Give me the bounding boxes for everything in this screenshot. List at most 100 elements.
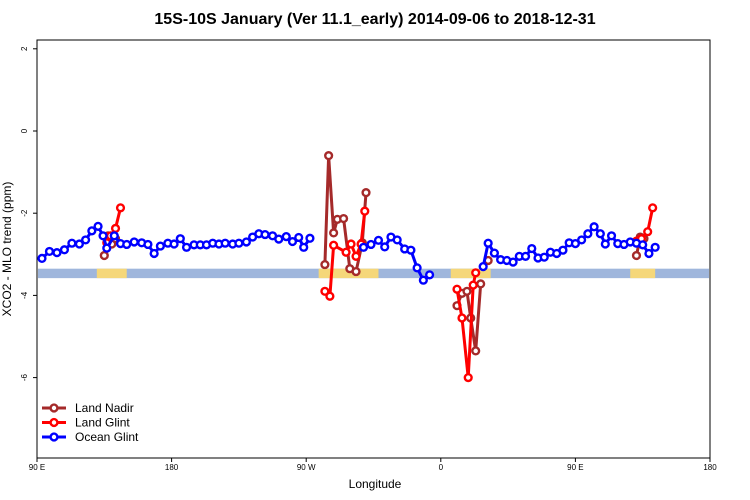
data-point	[341, 247, 351, 257]
data-point	[462, 286, 472, 296]
data-point	[241, 237, 251, 247]
data-point	[52, 248, 62, 258]
data-point	[577, 235, 587, 245]
data-point	[463, 373, 473, 383]
data-point	[110, 223, 121, 234]
data-point	[351, 251, 361, 261]
data-point	[361, 188, 371, 198]
data-point	[155, 241, 165, 251]
land-band-2	[450, 268, 491, 279]
data-point	[392, 235, 402, 245]
data-point	[93, 221, 103, 231]
data-point	[643, 227, 653, 237]
data-point	[471, 346, 481, 356]
data-point	[299, 242, 309, 252]
data-point	[220, 238, 230, 248]
data-point	[476, 279, 486, 289]
x-axis-label: Longitude	[349, 477, 402, 491]
data-point	[468, 280, 478, 290]
data-point	[81, 235, 91, 245]
data-point	[320, 259, 330, 270]
data-point	[98, 231, 108, 241]
land-band-0	[96, 268, 127, 279]
data-point	[234, 238, 244, 248]
data-point	[67, 238, 77, 248]
data-point	[418, 275, 428, 285]
data-point	[527, 243, 537, 254]
data-point	[129, 237, 139, 247]
data-point	[520, 251, 531, 261]
x-tick-label: 0	[439, 463, 444, 472]
legend-label: Land Nadir	[75, 401, 134, 415]
data-point	[325, 291, 335, 301]
data-point	[631, 250, 642, 261]
data-point	[650, 242, 660, 252]
land-ocean-band	[38, 268, 709, 279]
data-point	[59, 245, 70, 255]
data-point	[329, 240, 339, 250]
legend-label: Land Glint	[75, 416, 130, 430]
data-point	[489, 248, 499, 258]
series-ocean-glint	[37, 221, 660, 285]
data-point	[260, 229, 270, 240]
plot-frame	[36, 39, 711, 459]
x-tick-label: 90 E	[567, 463, 583, 472]
data-point	[424, 270, 435, 280]
data-point	[644, 248, 654, 259]
data-point	[406, 245, 416, 255]
y-axis-label: XCO2 - MLO trend (ppm)	[0, 182, 14, 317]
y-tick-label: 2	[20, 46, 29, 51]
data-point	[324, 151, 334, 161]
data-point	[508, 257, 518, 267]
legend-marker	[49, 403, 59, 413]
data-point	[143, 239, 153, 250]
data-point	[115, 203, 126, 213]
legend-label: Ocean Glint	[75, 430, 139, 444]
data-point	[366, 239, 376, 250]
data-point	[37, 253, 47, 264]
legend-marker	[49, 417, 59, 428]
data-point	[99, 250, 109, 261]
data-point	[606, 231, 617, 241]
data-point	[320, 286, 330, 296]
data-point	[74, 239, 84, 249]
data-point	[338, 213, 349, 224]
data-point	[539, 252, 549, 262]
data-point	[305, 233, 315, 243]
land-band-3	[630, 268, 656, 279]
data-point	[87, 226, 97, 236]
y-axis: 2 0 -2 -4 -6	[20, 46, 37, 381]
data-point	[648, 203, 658, 213]
data-point	[346, 239, 356, 249]
data-point	[457, 313, 467, 323]
data-point	[452, 284, 462, 294]
legend-marker	[49, 432, 59, 442]
y-tick-label: -6	[20, 373, 29, 381]
series-land-glint	[102, 203, 658, 383]
y-tick-label: 0	[20, 128, 29, 133]
data-point	[287, 236, 298, 247]
data-point	[412, 263, 422, 273]
data-point	[483, 238, 493, 248]
data-point	[181, 242, 192, 252]
data-point	[600, 239, 610, 249]
data-point	[169, 239, 179, 249]
data-point	[175, 234, 185, 244]
data-point	[638, 240, 648, 250]
data-point	[358, 242, 369, 252]
y-tick-label: -2	[20, 209, 29, 217]
x-tick-label: 90 W	[297, 463, 316, 472]
data-point	[471, 268, 481, 278]
x-axis: 90 E 180 90 W 0 90 E 180	[29, 458, 717, 472]
data-point	[274, 234, 284, 244]
x-tick-label: 180	[703, 463, 717, 472]
data-point	[380, 242, 390, 252]
data-point	[109, 231, 119, 241]
data-point	[122, 239, 132, 250]
land-band-1	[318, 268, 379, 279]
chart-title: 15S-10S January (Ver 11.1_early) 2014-09…	[154, 11, 595, 28]
y-tick-label: -4	[20, 291, 29, 299]
data-point	[570, 239, 581, 249]
